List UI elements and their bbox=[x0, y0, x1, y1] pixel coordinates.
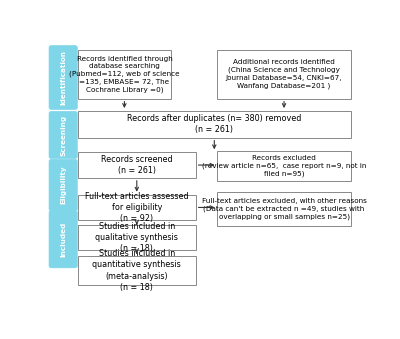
Text: Studies included in
qualitative synthesis
(n = 18): Studies included in qualitative synthesi… bbox=[95, 222, 178, 253]
Bar bbox=[78, 225, 196, 251]
Text: Eligibility: Eligibility bbox=[60, 166, 66, 204]
Bar bbox=[78, 195, 196, 220]
Text: Full-text articles excluded, with other reasons
(Data can't be extracted n =49, : Full-text articles excluded, with other … bbox=[202, 198, 366, 220]
Text: Records screened
(n = 261): Records screened (n = 261) bbox=[101, 155, 173, 175]
Bar bbox=[218, 49, 351, 99]
FancyBboxPatch shape bbox=[49, 211, 77, 268]
Text: Identification: Identification bbox=[60, 50, 66, 105]
Bar bbox=[78, 256, 196, 285]
Text: Additional records identified
(China Science and Technology
Journal Database=54,: Additional records identified (China Sci… bbox=[226, 59, 342, 89]
Text: Full-text articles assessed
for eligibility
(n = 92): Full-text articles assessed for eligibil… bbox=[85, 192, 189, 223]
FancyBboxPatch shape bbox=[49, 112, 77, 158]
Text: Records after duplicates (n= 380) removed
(n = 261): Records after duplicates (n= 380) remove… bbox=[127, 114, 302, 134]
Text: Screening: Screening bbox=[60, 114, 66, 156]
Text: Studies included in
quantitative synthesis
(meta-analysis)
(n = 18): Studies included in quantitative synthes… bbox=[92, 249, 181, 292]
Bar bbox=[78, 49, 171, 99]
Bar bbox=[78, 152, 196, 178]
Bar bbox=[218, 151, 351, 181]
Text: Included: Included bbox=[60, 222, 66, 257]
Bar bbox=[78, 111, 351, 138]
FancyBboxPatch shape bbox=[49, 159, 77, 211]
Text: Records identified through
database searching
(Pubmed=112, web of science
=135, : Records identified through database sear… bbox=[69, 56, 180, 93]
Text: Records excluded
(review article n=65,  case report n=9, not in
filed n=95): Records excluded (review article n=65, c… bbox=[202, 155, 366, 177]
Bar bbox=[218, 193, 351, 226]
FancyBboxPatch shape bbox=[49, 45, 77, 109]
